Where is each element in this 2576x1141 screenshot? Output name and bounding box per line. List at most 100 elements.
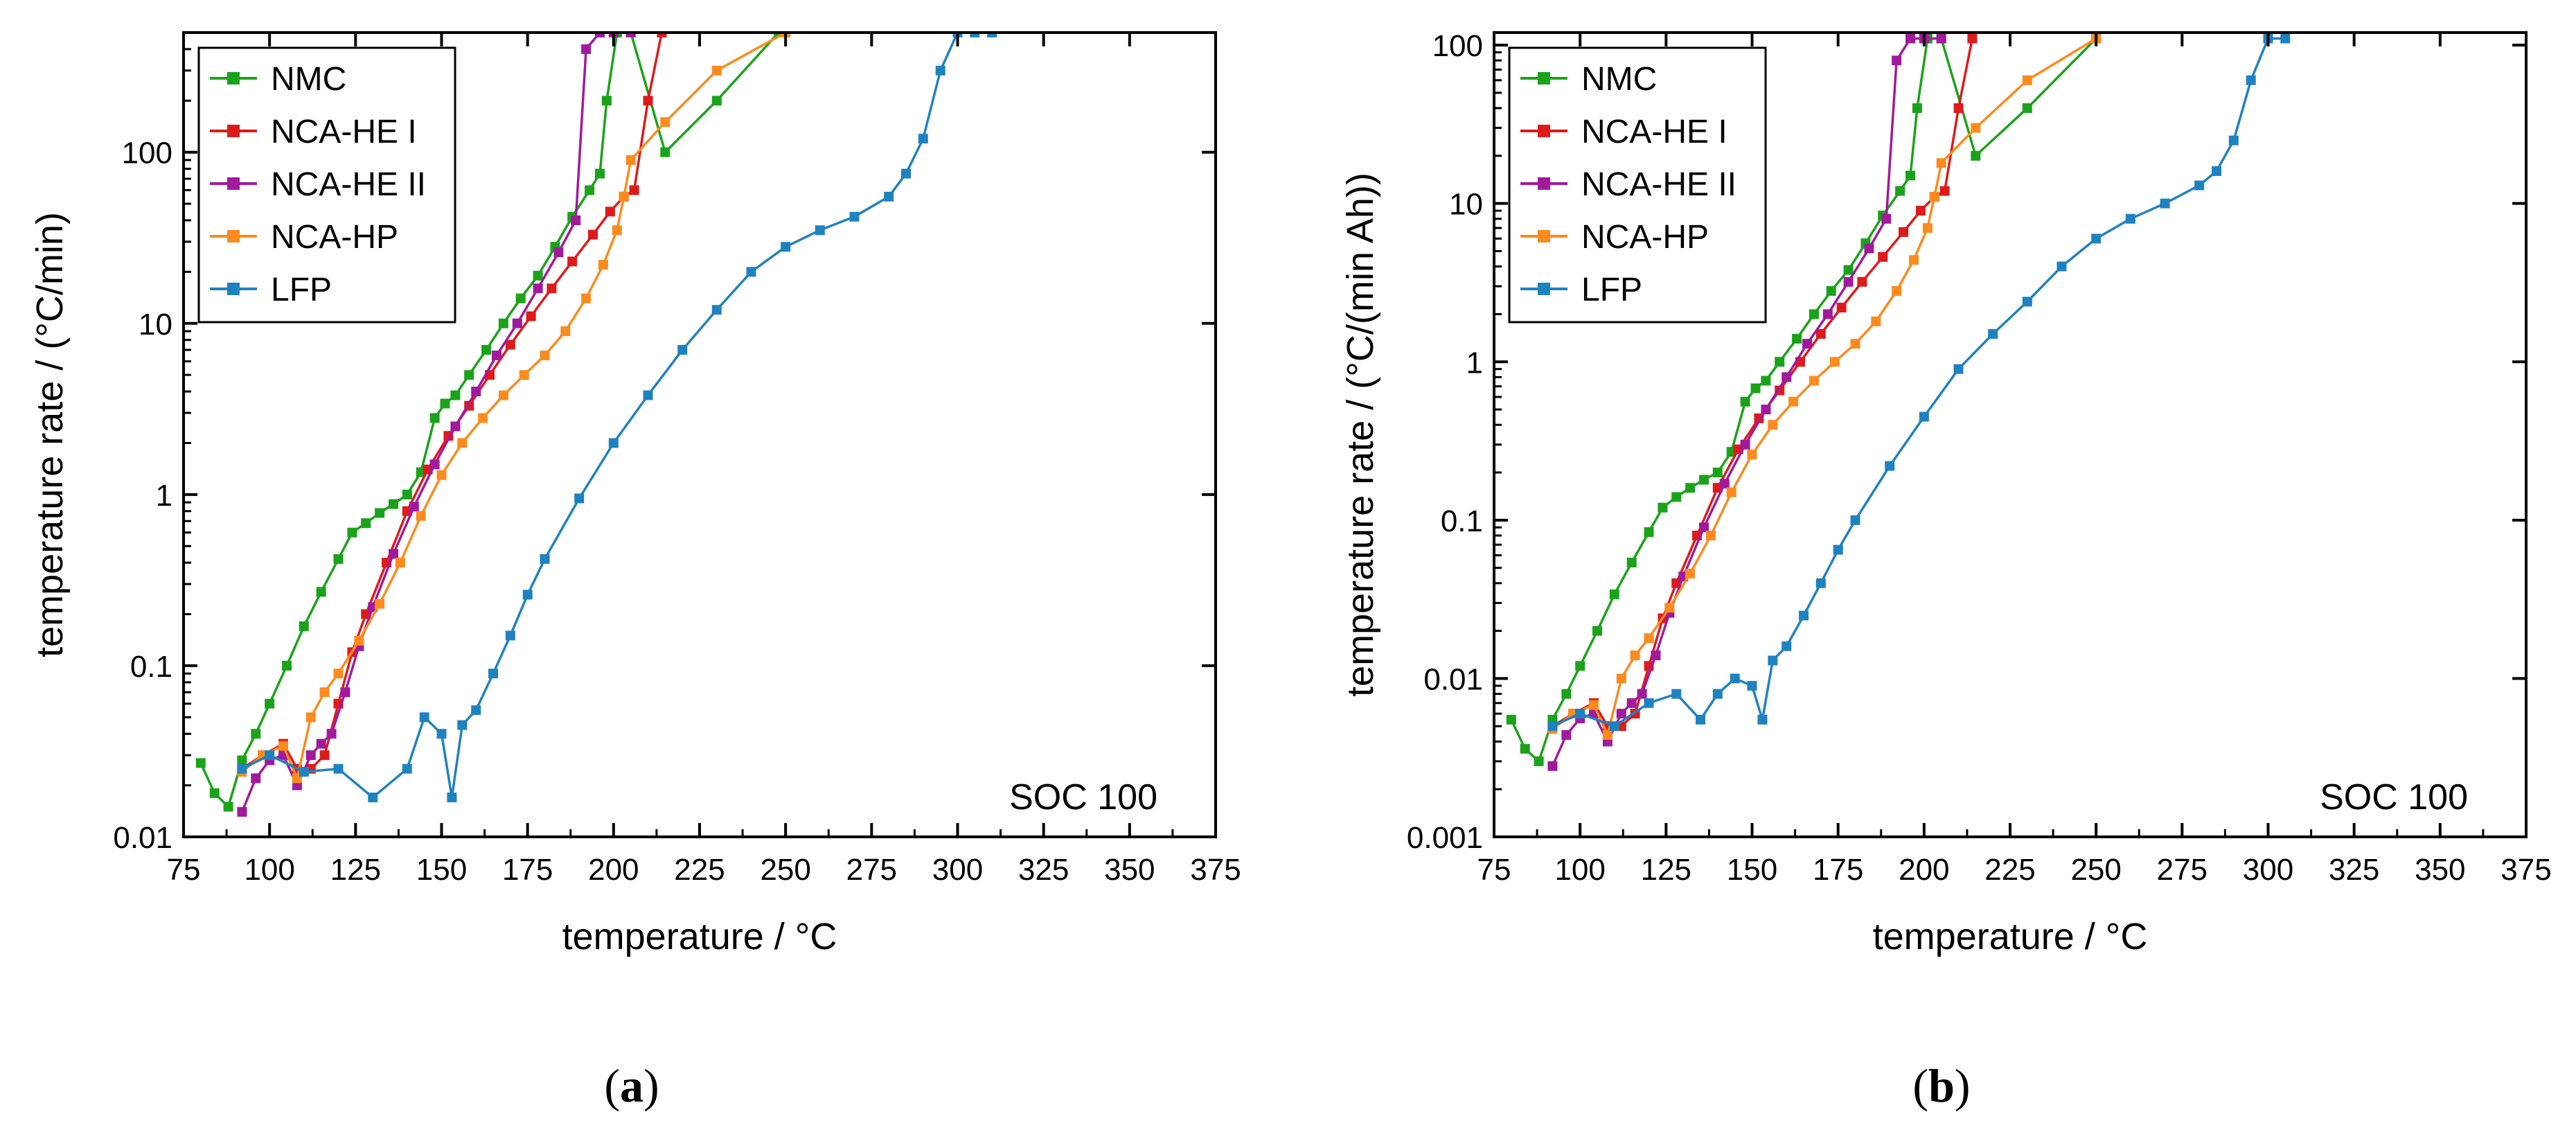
data-point [209, 788, 220, 798]
data-point [849, 211, 860, 222]
data-point [1699, 522, 1709, 533]
data-point [450, 421, 461, 432]
x-tick-label: 150 [1727, 853, 1777, 887]
legend-swatch-marker [227, 283, 240, 295]
data-point [1919, 412, 1929, 422]
data-point [340, 687, 350, 698]
data-point [781, 242, 791, 252]
data-point [471, 705, 481, 716]
data-point [1953, 364, 1964, 374]
x-tick-label: 100 [1554, 853, 1605, 887]
x-tick-label: 100 [244, 853, 294, 887]
data-point [1768, 420, 1778, 430]
data-point [1826, 286, 1836, 296]
data-point [498, 390, 508, 400]
x-tick-label: 275 [846, 853, 897, 887]
x-axis-label: temperature / °C [1873, 916, 2148, 957]
data-point [1768, 655, 1778, 666]
data-point [2228, 135, 2239, 145]
data-point [1575, 709, 1585, 719]
data-point [643, 96, 653, 106]
data-point [375, 508, 385, 518]
data-point [625, 155, 636, 165]
data-point [1637, 689, 1647, 699]
data-point [361, 518, 371, 529]
data-point [1871, 316, 1881, 326]
data-point [1850, 515, 1860, 525]
data-point [1750, 383, 1761, 393]
data-point [1506, 714, 1516, 725]
data-point [595, 168, 605, 179]
data-point [1747, 450, 1757, 459]
data-point [1936, 158, 1946, 168]
data-point [574, 493, 585, 504]
data-point [316, 587, 326, 597]
data-point [1699, 475, 1709, 485]
data-point [660, 117, 670, 127]
data-point [1988, 329, 1998, 339]
data-point [1881, 213, 1892, 224]
data-point [918, 134, 928, 144]
legend-label: NCA-HP [271, 219, 398, 256]
x-tick-label: 175 [1813, 853, 1863, 887]
x-tick-label: 125 [1641, 853, 1691, 887]
data-point [1967, 33, 1978, 44]
data-point [492, 351, 501, 360]
x-tick-label: 300 [2243, 853, 2293, 887]
x-tick-label: 325 [1018, 853, 1069, 887]
data-point [1575, 661, 1585, 671]
data-point [447, 793, 457, 803]
data-point [1809, 375, 1819, 386]
data-point [1630, 651, 1640, 660]
data-point [354, 635, 364, 646]
data-point [2057, 261, 2067, 272]
data-point [533, 283, 543, 294]
legend-label: NMC [1581, 61, 1657, 98]
data-point [1664, 603, 1675, 613]
data-point [1809, 309, 1819, 319]
x-tick-label: 325 [2329, 853, 2379, 887]
data-point [457, 720, 468, 730]
legend-swatch-marker [227, 230, 240, 242]
data-point [1761, 375, 1771, 386]
data-point [595, 33, 605, 37]
data-point [1815, 329, 1826, 339]
data-point [2280, 33, 2291, 44]
data-point [402, 763, 412, 774]
data-point [375, 599, 385, 609]
panel-caption: (b) [1912, 1059, 1970, 1112]
data-point [1658, 502, 1668, 513]
data-point [512, 318, 522, 328]
data-point [305, 750, 316, 761]
data-point [1712, 468, 1723, 477]
legend-label: LFP [1581, 272, 1642, 308]
x-tick-label: 75 [167, 853, 201, 887]
data-point [1534, 756, 1544, 766]
y-tick-label: 100 [1432, 29, 1483, 63]
data-point [368, 793, 378, 803]
data-point [1740, 439, 1750, 450]
data-point [1892, 55, 1902, 66]
data-point [429, 459, 440, 470]
data-point [419, 712, 429, 723]
legend-swatch-marker [227, 72, 240, 85]
data-point [1833, 545, 1843, 555]
data-point [657, 33, 667, 37]
y-tick-label: 0.1 [1441, 504, 1483, 538]
data-point [481, 345, 492, 355]
data-point [1885, 461, 1895, 471]
data-point [326, 729, 337, 739]
data-point [2022, 297, 2032, 307]
data-point [1906, 170, 1915, 181]
data-point [1915, 206, 1926, 216]
y-tick-label: 0.001 [1407, 821, 1483, 855]
data-point [1899, 227, 1908, 237]
data-point [2160, 198, 2170, 209]
data-point [571, 215, 581, 225]
data-point [389, 499, 398, 509]
x-tick-label: 350 [1104, 853, 1155, 887]
x-tick-label: 200 [1899, 853, 1949, 887]
data-point [1802, 339, 1812, 349]
series-line-nmc [1510, 37, 2097, 763]
data-point [1761, 405, 1771, 415]
